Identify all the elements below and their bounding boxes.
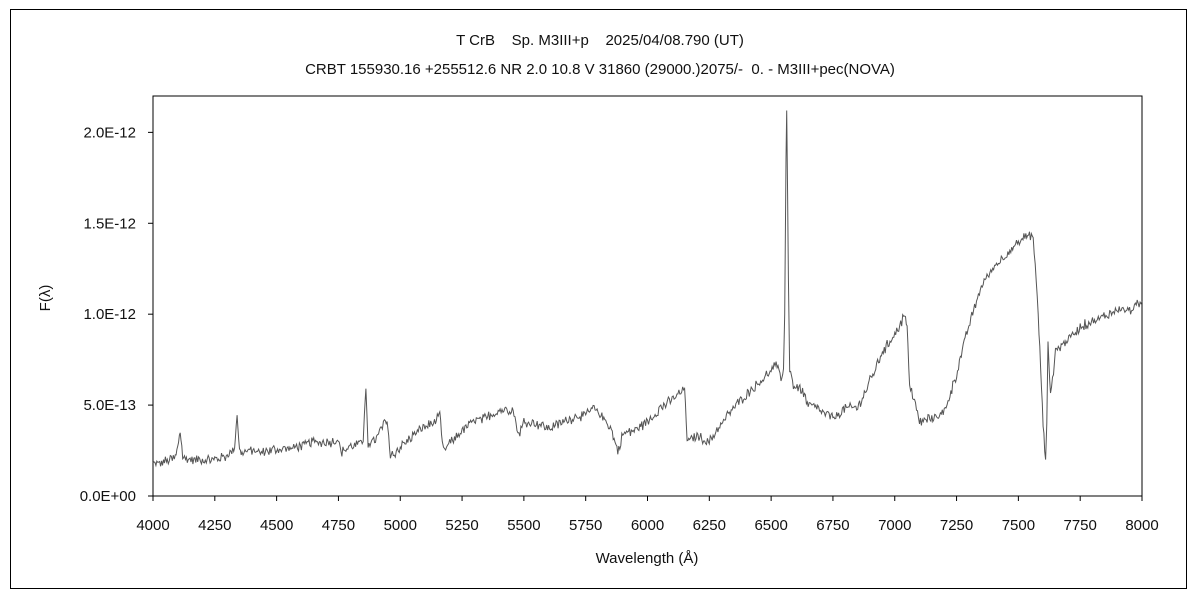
y-axis-label: F(λ) bbox=[37, 285, 54, 312]
spectrum-line bbox=[152, 110, 1143, 468]
chart-frame bbox=[10, 9, 1187, 589]
chart-subtitle: CRBT 155930.16 +255512.6 NR 2.0 10.8 V 3… bbox=[305, 61, 895, 78]
x-axis: 4000 4250 4500 4750 5000 5250 5500 5750 6000 6250… bbox=[136, 496, 1159, 534]
x-tick-label: 5500 bbox=[507, 517, 540, 534]
x-tick-label: 4250 bbox=[198, 517, 231, 534]
x-tick-label: 4750 bbox=[322, 517, 355, 534]
x-tick-label: 5250 bbox=[445, 517, 478, 534]
x-tick-label: 6500 bbox=[754, 517, 787, 534]
y-tick-label: 0.0E+00 bbox=[80, 488, 136, 505]
x-tick-label: 4000 bbox=[136, 517, 169, 534]
y-axis: 0.0E+00 5.0E-13 1.0E-12 1.5E-12 2.0E-12 bbox=[80, 124, 153, 505]
chart-title: T CrB Sp. M3III+p 2025/04/08.790 (UT) bbox=[456, 32, 744, 49]
x-tick-label: 6750 bbox=[816, 517, 849, 534]
x-tick-label: 6000 bbox=[631, 517, 664, 534]
x-tick-label: 7000 bbox=[878, 517, 911, 534]
x-tick-label: 7500 bbox=[1002, 517, 1035, 534]
x-tick-label: 7250 bbox=[940, 517, 973, 534]
x-tick-label: 5750 bbox=[569, 517, 602, 534]
y-tick-label: 5.0E-13 bbox=[83, 397, 136, 414]
x-tick-label: 8000 bbox=[1125, 517, 1158, 534]
x-tick-label: 5000 bbox=[384, 517, 417, 534]
x-tick-label: 7750 bbox=[1064, 517, 1097, 534]
y-tick-label: 1.0E-12 bbox=[83, 306, 136, 323]
y-tick-label: 1.5E-12 bbox=[83, 215, 136, 232]
x-axis-label: Wavelength (Å) bbox=[596, 550, 699, 567]
x-tick-label: 4500 bbox=[260, 517, 293, 534]
y-tick-label: 2.0E-12 bbox=[83, 124, 136, 141]
plot-area bbox=[152, 95, 1143, 497]
x-tick-label: 6250 bbox=[693, 517, 726, 534]
